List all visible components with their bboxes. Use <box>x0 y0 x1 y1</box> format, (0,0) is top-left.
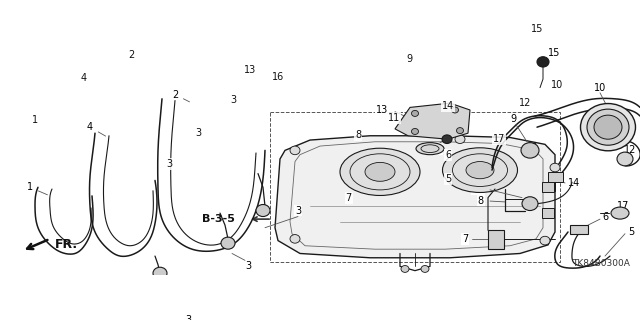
Circle shape <box>412 110 419 116</box>
Text: 3: 3 <box>245 261 251 271</box>
Text: 16: 16 <box>430 144 442 154</box>
Circle shape <box>617 152 633 166</box>
Polygon shape <box>395 103 470 139</box>
Bar <box>542 208 554 218</box>
Text: 1: 1 <box>32 115 38 124</box>
Text: 3: 3 <box>185 315 191 320</box>
Ellipse shape <box>340 148 420 196</box>
Circle shape <box>442 135 452 143</box>
Text: TK84B0300A: TK84B0300A <box>572 259 630 268</box>
Circle shape <box>290 146 300 155</box>
Circle shape <box>537 57 549 67</box>
Circle shape <box>455 135 465 143</box>
Circle shape <box>221 237 235 249</box>
Text: 10: 10 <box>550 80 563 90</box>
Text: 7: 7 <box>462 234 468 244</box>
Text: 12: 12 <box>518 98 531 108</box>
Text: 10: 10 <box>594 83 606 93</box>
Text: 2: 2 <box>128 50 134 60</box>
Text: 3: 3 <box>195 128 202 138</box>
Ellipse shape <box>587 109 629 145</box>
Text: 4: 4 <box>80 73 86 84</box>
Text: 3: 3 <box>166 159 173 169</box>
Circle shape <box>401 266 409 272</box>
Text: 7: 7 <box>346 193 352 203</box>
Ellipse shape <box>442 148 518 192</box>
Text: 17: 17 <box>617 201 629 211</box>
Text: 12: 12 <box>624 145 636 156</box>
Text: 3: 3 <box>295 205 301 215</box>
Text: 17: 17 <box>493 134 506 144</box>
Text: 5: 5 <box>628 227 634 237</box>
Text: 2: 2 <box>172 90 189 102</box>
Text: 15: 15 <box>531 24 544 34</box>
Text: 14: 14 <box>442 101 454 111</box>
Text: 14: 14 <box>568 178 580 188</box>
Text: FR.: FR. <box>55 238 78 252</box>
Ellipse shape <box>365 162 395 181</box>
Ellipse shape <box>416 143 444 155</box>
Text: 4: 4 <box>87 122 106 136</box>
Text: 5: 5 <box>445 174 451 184</box>
Circle shape <box>412 128 419 134</box>
Text: B-3-5: B-3-5 <box>202 214 235 224</box>
Text: 11: 11 <box>387 113 400 123</box>
Circle shape <box>256 204 270 217</box>
Polygon shape <box>275 136 555 258</box>
Text: 3: 3 <box>230 95 237 105</box>
Circle shape <box>451 107 458 113</box>
Circle shape <box>540 236 550 245</box>
Circle shape <box>290 235 300 243</box>
Circle shape <box>521 143 539 158</box>
Circle shape <box>421 266 429 272</box>
Ellipse shape <box>594 115 622 139</box>
Text: 6: 6 <box>445 150 451 160</box>
Text: 8: 8 <box>355 130 362 140</box>
Bar <box>542 182 554 192</box>
Text: 9: 9 <box>406 54 413 64</box>
Text: 6: 6 <box>602 212 608 221</box>
Circle shape <box>456 128 463 134</box>
Circle shape <box>522 197 538 211</box>
Bar <box>488 230 504 249</box>
Bar <box>570 225 588 234</box>
Ellipse shape <box>611 207 629 219</box>
Circle shape <box>153 267 167 279</box>
Bar <box>270 112 560 262</box>
Text: 13: 13 <box>243 65 256 75</box>
Text: 8: 8 <box>478 196 484 206</box>
Text: 15: 15 <box>548 48 561 58</box>
Text: 11: 11 <box>472 184 484 194</box>
Circle shape <box>550 163 560 172</box>
Text: 9: 9 <box>510 114 516 124</box>
Bar <box>548 172 563 182</box>
Text: 16: 16 <box>272 72 285 82</box>
Text: 1: 1 <box>27 182 47 195</box>
Ellipse shape <box>466 162 494 179</box>
Ellipse shape <box>580 104 636 151</box>
Text: 13: 13 <box>376 105 388 115</box>
